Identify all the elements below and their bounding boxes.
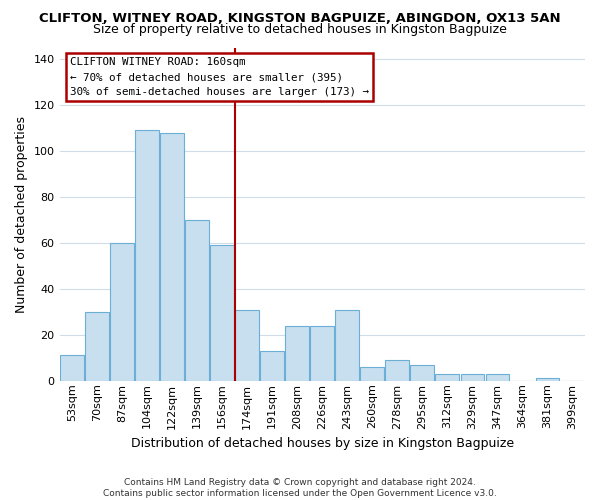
Text: CLIFTON WITNEY ROAD: 160sqm
← 70% of detached houses are smaller (395)
30% of se: CLIFTON WITNEY ROAD: 160sqm ← 70% of det… xyxy=(70,58,369,97)
Bar xyxy=(160,132,184,381)
Text: Size of property relative to detached houses in Kingston Bagpuize: Size of property relative to detached ho… xyxy=(93,22,507,36)
Bar xyxy=(85,312,109,381)
Bar xyxy=(185,220,209,381)
Bar xyxy=(210,245,234,381)
Y-axis label: Number of detached properties: Number of detached properties xyxy=(15,116,28,312)
X-axis label: Distribution of detached houses by size in Kingston Bagpuize: Distribution of detached houses by size … xyxy=(131,437,514,450)
Bar xyxy=(485,374,509,381)
Bar xyxy=(361,367,384,381)
Text: Contains HM Land Registry data © Crown copyright and database right 2024.
Contai: Contains HM Land Registry data © Crown c… xyxy=(103,478,497,498)
Bar xyxy=(60,356,84,381)
Bar xyxy=(335,310,359,381)
Bar xyxy=(135,130,159,381)
Bar xyxy=(260,351,284,381)
Bar xyxy=(235,310,259,381)
Bar xyxy=(385,360,409,381)
Bar xyxy=(536,378,559,381)
Bar xyxy=(436,374,459,381)
Bar xyxy=(286,326,309,381)
Bar xyxy=(310,326,334,381)
Text: CLIFTON, WITNEY ROAD, KINGSTON BAGPUIZE, ABINGDON, OX13 5AN: CLIFTON, WITNEY ROAD, KINGSTON BAGPUIZE,… xyxy=(39,12,561,26)
Bar xyxy=(410,364,434,381)
Bar xyxy=(110,243,134,381)
Bar xyxy=(461,374,484,381)
